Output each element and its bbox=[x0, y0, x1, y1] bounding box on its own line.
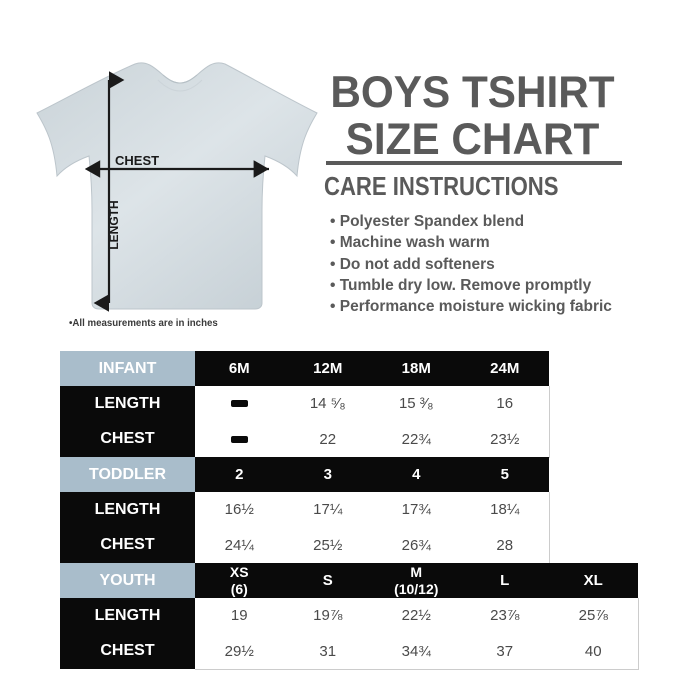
svg-text:•All measurements are in inche: •All measurements are in inches bbox=[69, 318, 218, 329]
svg-text:LENGTH: LENGTH bbox=[107, 200, 121, 249]
svg-text:CHEST: CHEST bbox=[115, 153, 159, 168]
